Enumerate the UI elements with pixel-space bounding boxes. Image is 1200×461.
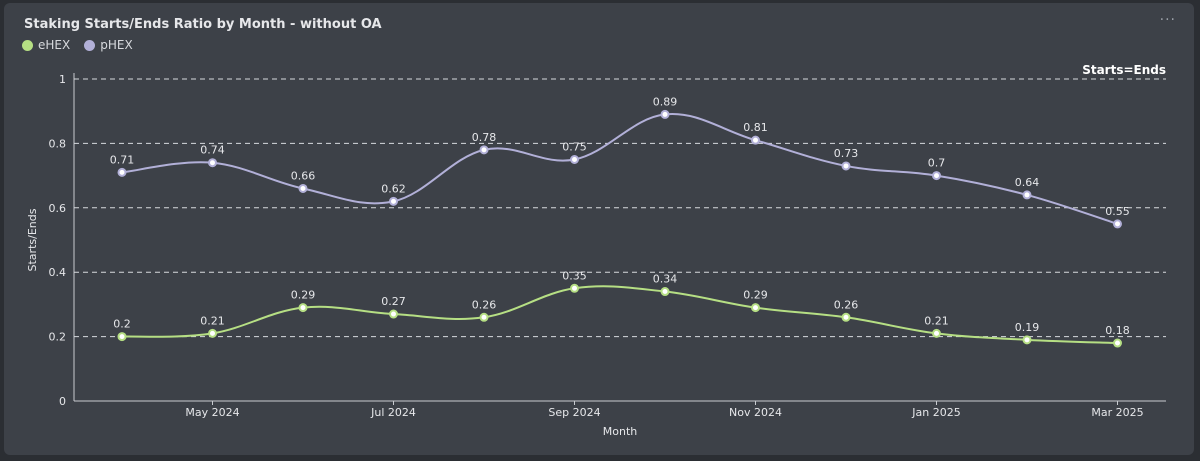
ehex-data-point bbox=[1113, 338, 1122, 348]
chart-title: Staking Starts/Ends Ratio by Month - wit… bbox=[24, 17, 382, 32]
ehex-data-point bbox=[208, 328, 217, 338]
y-tick-label: 0.6 bbox=[49, 202, 67, 215]
y-tick-label: 0.4 bbox=[49, 266, 67, 279]
ehex-data-label: 0.18 bbox=[1105, 324, 1130, 337]
ehex-data-label: 0.29 bbox=[743, 289, 768, 302]
more-options-menu-icon[interactable]: ··· bbox=[1159, 12, 1176, 28]
phex-data-label: 0.62 bbox=[381, 182, 406, 195]
phex-data-label: 0.74 bbox=[200, 144, 225, 157]
legend-item-phex[interactable]: pHEX bbox=[84, 38, 133, 52]
ehex-data-point bbox=[117, 332, 127, 342]
ehex-data-label: 0.21 bbox=[200, 314, 225, 327]
phex-data-label: 0.89 bbox=[653, 95, 678, 108]
ehex-data-label: 0.26 bbox=[472, 298, 497, 311]
legend-label-phex: pHEX bbox=[100, 38, 133, 52]
phex-data-point bbox=[479, 145, 489, 155]
phex-data-point bbox=[117, 167, 127, 177]
ehex-data-point bbox=[298, 303, 308, 313]
phex-data-point bbox=[932, 171, 941, 181]
phex-data-label: 0.64 bbox=[1015, 176, 1040, 189]
ehex-data-label: 0.26 bbox=[834, 298, 859, 311]
ehex-legend-marker bbox=[22, 39, 33, 51]
phex-data-label: 0.81 bbox=[743, 121, 768, 134]
ehex-series-line bbox=[121, 285, 1118, 345]
ehex-data-label: 0.34 bbox=[653, 273, 678, 286]
x-tick-label: May 2024 bbox=[185, 406, 239, 419]
y-axis-title: Starts/Ends bbox=[26, 208, 39, 271]
ehex-data-point bbox=[389, 309, 398, 319]
phex-data-label: 0.75 bbox=[562, 141, 587, 154]
ehex-data-point bbox=[479, 312, 489, 322]
phex-legend-marker bbox=[84, 39, 96, 51]
legend: eHEX pHEX bbox=[22, 38, 133, 52]
x-tick-label: Mar 2025 bbox=[1091, 406, 1143, 419]
chart-card: Staking Starts/Ends Ratio by Month - wit… bbox=[4, 3, 1194, 455]
phex-data-point bbox=[1113, 219, 1122, 229]
ehex-data-point bbox=[932, 328, 941, 338]
phex-data-point bbox=[751, 135, 760, 145]
ehex-data-label: 0.21 bbox=[924, 314, 949, 327]
phex-data-label: 0.73 bbox=[834, 147, 859, 160]
phex-data-label: 0.78 bbox=[472, 131, 497, 144]
ehex-data-label: 0.19 bbox=[1015, 321, 1040, 334]
x-axis-title: Month bbox=[603, 425, 638, 438]
ehex-data-point bbox=[751, 303, 760, 313]
reference-line-label: Starts=Ends bbox=[1082, 63, 1166, 77]
phex-data-label: 0.7 bbox=[928, 157, 946, 170]
phex-data-point bbox=[389, 196, 398, 206]
ehex-data-point bbox=[1022, 335, 1032, 345]
ehex-data-point bbox=[660, 287, 670, 297]
phex-data-point bbox=[660, 109, 670, 119]
phex-data-label: 0.55 bbox=[1105, 205, 1130, 218]
x-tick-label: Sep 2024 bbox=[548, 406, 600, 419]
x-tick-label: Jul 2024 bbox=[370, 406, 416, 419]
y-tick-label: 0.2 bbox=[49, 331, 67, 344]
ehex-data-label: 0.2 bbox=[113, 318, 131, 331]
phex-data-label: 0.71 bbox=[110, 153, 135, 166]
phex-data-point bbox=[208, 158, 217, 168]
legend-item-ehex[interactable]: eHEX bbox=[22, 38, 70, 52]
phex-data-label: 0.66 bbox=[291, 169, 316, 182]
ehex-data-label: 0.35 bbox=[562, 269, 587, 282]
phex-data-point bbox=[841, 161, 851, 171]
phex-data-point bbox=[298, 183, 308, 193]
ehex-data-label: 0.29 bbox=[291, 289, 316, 302]
x-tick-label: Jan 2025 bbox=[911, 406, 960, 419]
y-tick-label: 1 bbox=[59, 73, 66, 86]
x-tick-label: Nov 2024 bbox=[729, 406, 782, 419]
y-tick-label: 0.8 bbox=[49, 137, 67, 150]
phex-series-line bbox=[121, 113, 1118, 225]
legend-label-ehex: eHEX bbox=[38, 38, 71, 52]
y-tick-label: 0 bbox=[59, 395, 66, 408]
ehex-data-point bbox=[570, 283, 579, 293]
phex-data-point bbox=[1022, 190, 1032, 200]
ehex-data-label: 0.27 bbox=[381, 295, 406, 308]
phex-data-point bbox=[570, 155, 579, 164]
ehex-data-point bbox=[841, 312, 851, 322]
